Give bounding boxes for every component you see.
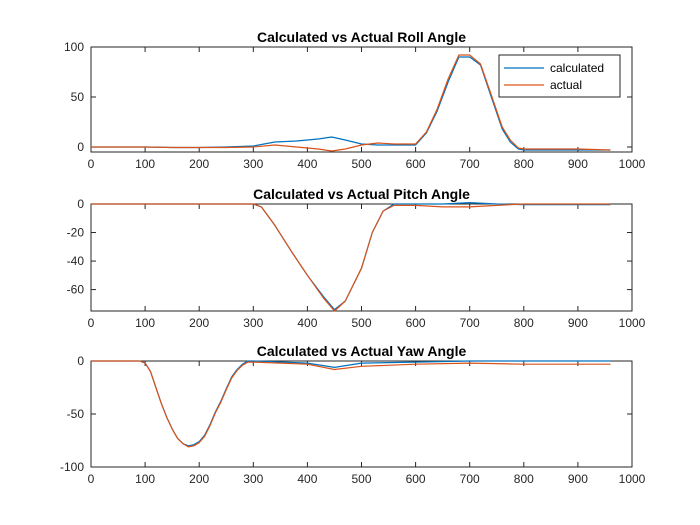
x-tick-label: 400 [297,157,317,171]
x-tick-label: 1000 [619,157,646,171]
x-tick-label: 100 [135,157,155,171]
subplot-3: Calculated vs Actual Yaw Angle 0 100 200 300… [60,343,646,486]
x-tick-label: 0 [88,316,95,330]
y-tick-label: -40 [67,254,85,268]
y-tick-label: 50 [71,90,85,104]
legend-box [498,54,621,98]
x-tick-label: 800 [514,316,534,330]
chart-title: Calculated vs Actual Yaw Angle [257,343,467,359]
x-tick-label: 200 [189,157,209,171]
series-line-actual [91,54,611,152]
x-tick-label: 600 [406,316,426,330]
x-tick-label: 600 [406,157,426,171]
x-tick-label: 700 [460,157,480,171]
x-tick-label: 900 [568,316,588,330]
x-tick-label: 900 [568,157,588,171]
y-tick-label: -20 [67,226,85,240]
legend-label-actual: actual [550,78,582,92]
x-tick-label: 500 [351,157,371,171]
x-tick-label: 1000 [619,316,646,330]
series-line-calculated [91,56,611,151]
y-tick-label: 0 [77,354,84,368]
x-tick-label: 200 [189,316,209,330]
y-tick-label: -50 [67,407,85,421]
y-tick-label: 0 [77,197,84,211]
x-tick-label: 400 [297,472,317,486]
x-tick-label: 700 [460,316,480,330]
x-tick-label: 800 [514,472,534,486]
x-tick-label: 400 [297,316,317,330]
x-tick-label: 500 [351,316,371,330]
x-tick-label: 700 [460,472,480,486]
axes-box [90,203,633,312]
x-tick-label: 0 [88,472,95,486]
series-line-actual [91,203,611,312]
x-tick-label: 100 [135,316,155,330]
x-tick-label: 100 [135,472,155,486]
chart-title: Calculated vs Actual Pitch Angle [253,186,470,202]
y-tick-label: -100 [60,460,84,474]
plot-layer: Calculated vs Actual Roll Angle 0 100 200 30… [60,29,646,486]
legend: calculated actual [498,54,621,98]
y-tick-label: -60 [67,283,85,297]
x-tick-label: 600 [406,472,426,486]
axes-box [90,360,633,468]
subplot-2: Calculated vs Actual Pitch Angle 0 100 200 3… [67,186,646,330]
y-tick-label: 0 [77,140,84,154]
x-tick-label: 300 [243,472,263,486]
x-tick-label: 1000 [619,472,646,486]
x-tick-label: 800 [514,157,534,171]
legend-label-calculated: calculated [550,61,604,75]
y-tick-label: 100 [64,40,84,54]
chart-title: Calculated vs Actual Roll Angle [257,29,466,45]
subplot-1: Calculated vs Actual Roll Angle 0 100 200 30… [64,29,646,171]
x-tick-label: 300 [243,157,263,171]
x-tick-label: 200 [189,472,209,486]
x-tick-label: 300 [243,316,263,330]
series-line-actual [91,360,611,448]
x-tick-label: 0 [88,157,95,171]
x-tick-label: 900 [568,472,588,486]
x-tick-label: 500 [351,472,371,486]
